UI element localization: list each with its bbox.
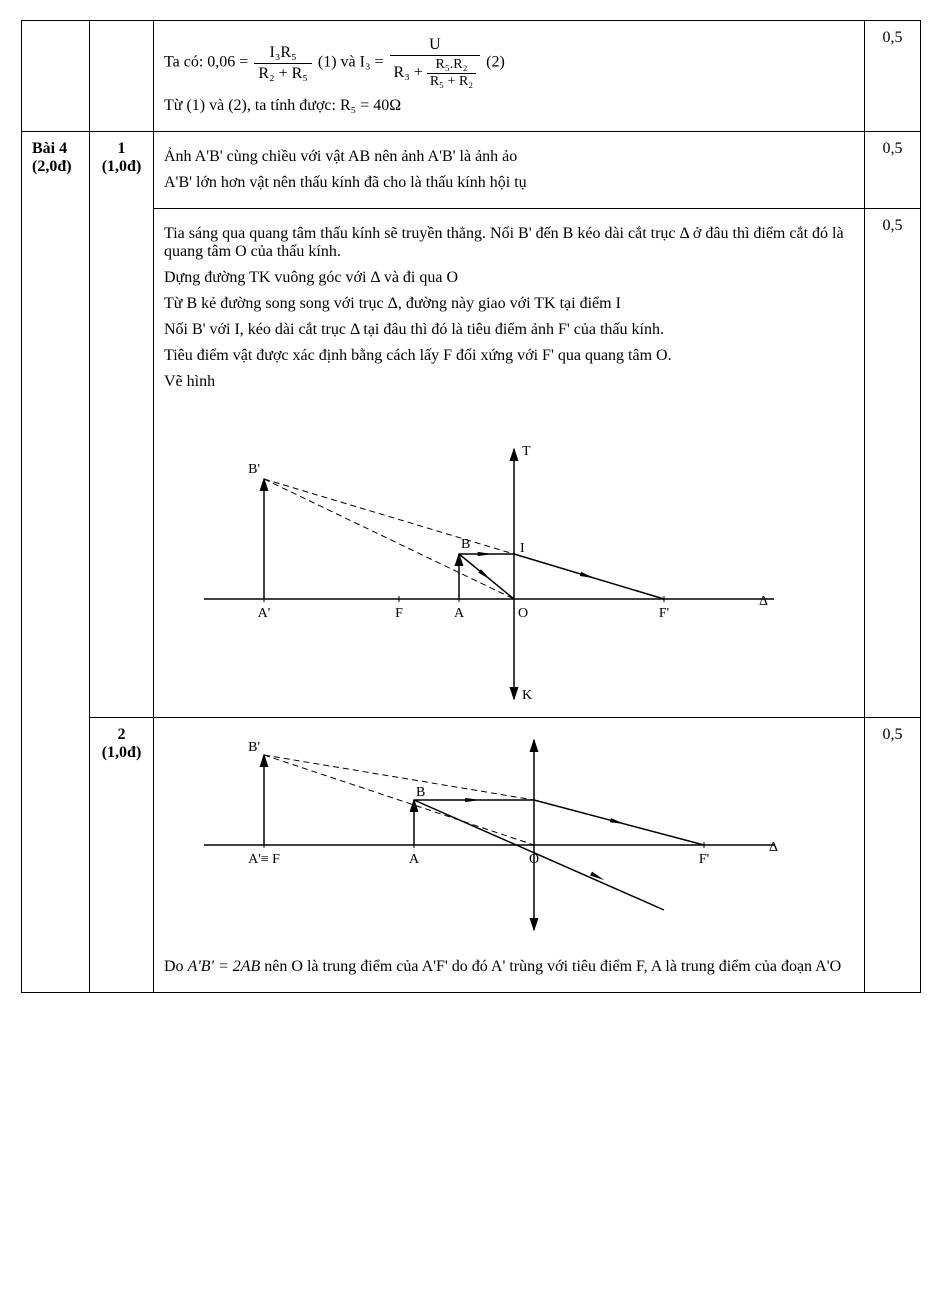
svg-text:A'≡ F: A'≡ F (248, 852, 280, 867)
text: (2) (486, 54, 505, 71)
answer-table: Ta có: 0,06 = I₃R₅ R₂ + R₅ (1) và I₃ = U… (21, 20, 921, 993)
svg-text:B: B (416, 785, 425, 800)
cell-score-2: 0,5 (865, 718, 921, 993)
inner-fraction: R₅.R₂ R₅ + R₂ (427, 58, 476, 89)
svg-text:F': F' (659, 606, 669, 621)
cell-main-1b: Tia sáng qua quang tâm thấu kính sẽ truy… (154, 209, 865, 718)
svg-text:A: A (454, 606, 465, 621)
text: nên O là trung điểm của A'F' do đó A' tr… (260, 958, 841, 975)
para: A'B' lớn hơn vật nên thấu kính đã cho là… (164, 174, 854, 192)
formula-line-2: Từ (1) và (2), ta tính được: R₅ = 40Ω (164, 97, 854, 115)
sub-number: 1 (100, 140, 143, 158)
frac-num: I₃R₅ (254, 45, 312, 64)
formula-line-1: Ta có: 0,06 = I₃R₅ R₂ + R₅ (1) và I₃ = U… (164, 37, 854, 89)
para: Từ B kẻ đường song song với trục Δ, đườn… (164, 295, 854, 313)
equation: A'B' = 2AB (188, 958, 261, 975)
cell-score-1b: 0,5 (865, 209, 921, 718)
text: (1) và I₃ = (318, 54, 388, 71)
para: Ảnh A'B' cùng chiều với vật AB nên ảnh A… (164, 148, 854, 166)
cell-sub-1: 1 (1,0đ) (90, 132, 154, 718)
cell-main-2: B' B A'≡ F A O F' Δ Do A'B' = 2AB nên O là tru… (154, 718, 865, 993)
para: Tia sáng qua quang tâm thấu kính sẽ truy… (164, 225, 854, 261)
cell-bai-prev (22, 21, 90, 132)
text: Do (164, 958, 188, 975)
svg-text:F: F (395, 606, 403, 621)
svg-text:B: B (461, 537, 470, 552)
bai-label: Bài 4 (32, 140, 79, 158)
frac-den: R₂ + R₅ (254, 64, 312, 82)
row-bai4-1b: Tia sáng qua quang tâm thấu kính sẽ truy… (22, 209, 921, 718)
text: R₃ + (394, 64, 427, 81)
text: Ta có: 0,06 = (164, 54, 252, 71)
para: Vẽ hình (164, 373, 854, 391)
bai-points: (2,0đ) (32, 158, 79, 176)
frac-den: R₃ + R₅.R₂ R₅ + R₂ (390, 56, 481, 89)
para: Nối B' với I, kéo dài cắt trục Δ tại đâu… (164, 321, 854, 339)
svg-text:Δ: Δ (759, 594, 768, 609)
svg-text:A': A' (258, 606, 271, 621)
frac-num: U (390, 37, 481, 56)
cell-bai4-label: Bài 4 (2,0đ) (22, 132, 90, 993)
svg-text:A: A (409, 852, 420, 867)
svg-text:I: I (520, 541, 525, 556)
cell-main-1a: Ảnh A'B' cùng chiều với vật AB nên ảnh A… (154, 132, 865, 209)
frac-num: R₅.R₂ (427, 58, 476, 74)
svg-text:F': F' (699, 852, 709, 867)
sub-number: 2 (100, 726, 143, 744)
row-bai4-2: 2 (1,0đ) B' B A'≡ F A O F' Δ Do A'B' = 2AB nên… (22, 718, 921, 993)
svg-text:Δ: Δ (769, 840, 778, 855)
para: Tiêu điểm vật được xác định bằng cách lấ… (164, 347, 854, 365)
cell-score-prev: 0,5 (865, 21, 921, 132)
fraction-1: I₃R₅ R₂ + R₅ (252, 45, 314, 82)
svg-text:T: T (522, 444, 531, 459)
lens-diagram-2: B' B A'≡ F A O F' Δ (164, 730, 784, 950)
svg-text:B': B' (248, 462, 260, 477)
svg-text:K: K (522, 688, 532, 703)
fraction-2: U R₃ + R₅.R₂ R₅ + R₂ (388, 37, 483, 89)
para-conclusion: Do A'B' = 2AB nên O là trung điểm của A'… (164, 958, 854, 976)
sub-points: (1,0đ) (100, 744, 143, 762)
row-prev-formula: Ta có: 0,06 = I₃R₅ R₂ + R₅ (1) và I₃ = U… (22, 21, 921, 132)
sub-points: (1,0đ) (100, 158, 143, 176)
lens-diagram-1: B' B I T K A' F A O F' Δ (164, 399, 784, 709)
row-bai4-1a: Bài 4 (2,0đ) 1 (1,0đ) Ảnh A'B' cùng chiề… (22, 132, 921, 209)
frac-den: R₅ + R₂ (427, 74, 476, 89)
svg-text:O: O (529, 852, 539, 867)
cell-sub-prev (90, 21, 154, 132)
cell-score-1a: 0,5 (865, 132, 921, 209)
svg-text:O: O (518, 606, 528, 621)
para: Dựng đường TK vuông góc với Δ và đi qua … (164, 269, 854, 287)
svg-text:B': B' (248, 740, 260, 755)
cell-sub-2: 2 (1,0đ) (90, 718, 154, 993)
cell-main-prev: Ta có: 0,06 = I₃R₅ R₂ + R₅ (1) và I₃ = U… (154, 21, 865, 132)
